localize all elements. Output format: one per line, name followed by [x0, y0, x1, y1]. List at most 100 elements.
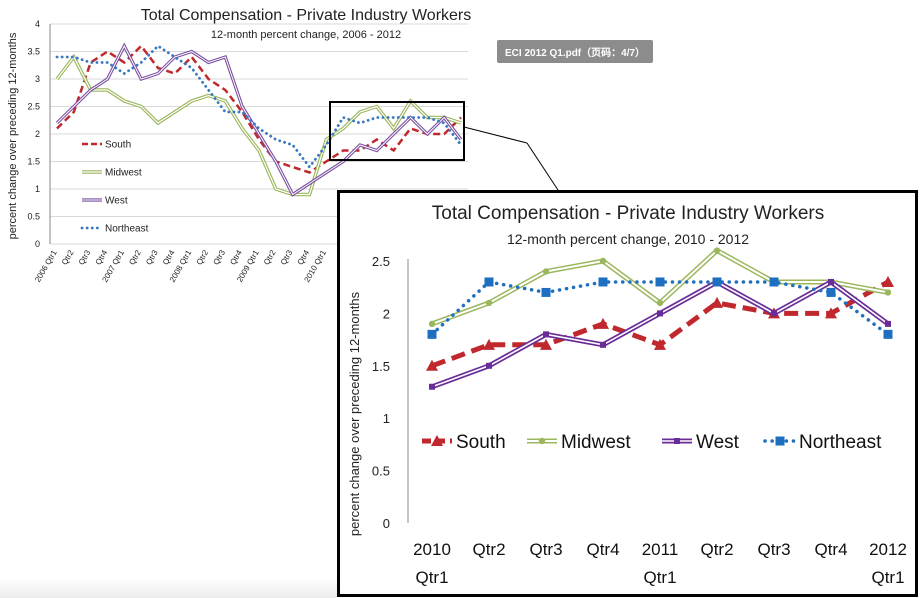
zoomed-series-northeast-point	[655, 277, 665, 287]
overview-x-tick-label: Qtr2	[60, 248, 76, 266]
zoomed-y-tick-label: 2.5	[372, 254, 390, 269]
zoomed-series-northeast-point	[541, 287, 551, 297]
zoomed-series-south-point	[882, 275, 894, 287]
overview-y-tick-label: 2	[35, 129, 40, 139]
zoom-connector-line	[463, 126, 528, 144]
zoomed-x-tick-label: Qtr2	[472, 540, 505, 559]
zoomed-series-midwest-point	[599, 257, 607, 265]
zoomed-x-tick-label: Qtr4	[814, 540, 847, 559]
zoom-connector-line	[526, 142, 559, 191]
zoomed-series-south-point	[825, 307, 837, 319]
zoomed-x-tick-label: 2012	[869, 540, 907, 559]
overview-y-tick-label: 3.5	[27, 47, 40, 57]
zoomed-series-south-point	[426, 359, 438, 371]
zoomed-x-tick-label: Qtr4	[586, 540, 619, 559]
zoomed-y-tick-label: 1	[383, 411, 390, 426]
overview-chart-y-axis-label: percent change over preceding 12-months	[7, 32, 19, 239]
zoomed-y-tick-label: 0.5	[372, 464, 390, 479]
zoomed-chart-subtitle: 12-month percent change, 2010 - 2012	[507, 231, 749, 247]
zoomed-x-tick-label: 2011	[642, 540, 679, 559]
overview-x-tick-label: 2006 Qtr1	[33, 248, 59, 284]
zoomed-series-west-point	[657, 310, 663, 317]
overview-y-tick-label: 0	[35, 239, 40, 249]
zoomed-x-tick-label: Qtr2	[700, 540, 733, 559]
zoomed-x-tick-label: Qtr1	[415, 568, 448, 587]
zoomed-series-northeast-point	[712, 277, 722, 287]
zoomed-series-midwest-point	[428, 320, 436, 328]
zoomed-series-northeast-point	[769, 277, 779, 287]
overview-x-tick-label: Qtr3	[144, 248, 160, 266]
zoomed-series-northeast-point	[598, 277, 608, 287]
zoomed-series-northeast-point	[883, 329, 893, 339]
zoomed-chart-title: Total Compensation - Private Industry Wo…	[432, 203, 824, 224]
pdf-page-label: ECI 2012 Q1.pdf（页码：4/7）	[497, 40, 654, 63]
zoomed-y-tick-label: 2	[383, 306, 390, 321]
overview-chart-subtitle: 12-month percent change, 2006 - 2012	[211, 29, 401, 41]
zoomed-series-northeast	[430, 280, 890, 337]
overview-x-tick-label: Qtr4	[161, 248, 177, 266]
zoomed-series-midwest-point	[713, 247, 721, 254]
overview-x-tick-label: Qtr4	[228, 248, 244, 266]
overview-chart-title: Total Compensation - Private Industry Wo…	[141, 7, 472, 24]
overview-y-tick-label: 1.5	[27, 157, 40, 167]
overview-x-tick-label: Qtr4	[94, 248, 110, 266]
zoomed-legend-south-marker	[431, 435, 443, 446]
zoomed-series-south-point	[483, 338, 495, 350]
overview-legend-northeast-label: Northeast	[105, 224, 149, 235]
overview-x-tick-label: Qtr2	[127, 248, 143, 266]
overview-x-tick-label: Qtr2	[195, 248, 211, 266]
overview-legend-midwest-label: Midwest	[105, 168, 142, 179]
overview-series-south	[56, 44, 462, 174]
zoomed-series-northeast-point	[427, 329, 437, 339]
zoomed-y-tick-label: 0	[383, 516, 390, 531]
zoomed-chart-y-axis-label: percent change over preceding 12-months	[347, 291, 362, 536]
zoomed-legend-midwest-marker	[538, 437, 546, 445]
overview-y-tick-label: 1	[35, 184, 40, 194]
zoom-selection-box	[329, 101, 465, 161]
zoomed-x-tick-label: 2010	[413, 540, 451, 559]
zoomed-series-west-point	[543, 331, 549, 338]
overview-legend-west-label: West	[105, 196, 128, 207]
overview-x-tick-label: Qtr3	[211, 248, 227, 266]
zoomed-series-midwest-point	[485, 299, 493, 307]
overview-series-northeast	[55, 44, 463, 170]
zoomed-series-west-point	[828, 278, 834, 285]
zoomed-series-midwest-point	[884, 289, 892, 296]
zoomed-series-south-point	[654, 338, 666, 350]
zoomed-series-midwest-point	[542, 268, 550, 275]
zoomed-series-midwest-point	[656, 299, 664, 307]
overview-x-tick-label: Qtr3	[77, 248, 93, 266]
zoomed-legend-midwest-label: Midwest	[561, 432, 631, 453]
overview-y-tick-label: 0.5	[27, 212, 40, 222]
zoomed-y-tick-label: 1.5	[372, 359, 390, 374]
zoomed-series-northeast-point	[826, 287, 836, 297]
zoomed-series-west-point	[885, 320, 891, 327]
zoomed-x-tick-label: Qtr3	[757, 540, 790, 559]
overview-y-tick-label: 2.5	[27, 102, 40, 112]
overview-legend-south-label: South	[105, 140, 131, 151]
zoomed-series-south-point	[597, 317, 609, 329]
zoomed-series-west-point	[600, 341, 606, 348]
zoomed-x-tick-label: Qtr1	[643, 568, 676, 587]
zoomed-legend-northeast-marker	[775, 436, 785, 446]
zoomed-series-northeast-point	[484, 277, 494, 287]
overview-y-tick-label: 4	[35, 19, 40, 29]
zoomed-legend-northeast-label: Northeast	[799, 432, 882, 453]
zoomed-chart: Total Compensation - Private Industry Wo…	[347, 203, 907, 587]
overview-series-west-inner	[56, 44, 462, 196]
overview-y-tick-label: 3	[35, 74, 40, 84]
zoomed-legend-south-label: South	[456, 432, 506, 453]
zoomed-series-west-point	[486, 362, 492, 369]
page-shadow	[0, 578, 337, 598]
zoomed-x-tick-label: Qtr3	[529, 540, 562, 559]
zoomed-series-south-point	[711, 296, 723, 308]
zoomed-legend-west-label: West	[696, 432, 740, 453]
overview-x-tick-label: Qtr2	[262, 248, 278, 266]
overview-x-tick-label: Qtr4	[296, 248, 312, 266]
zoomed-series-west-point	[429, 383, 435, 390]
overview-x-tick-label: Qtr3	[279, 248, 295, 266]
zoomed-series-south-point	[540, 338, 552, 350]
zoomed-legend-west-marker	[674, 438, 680, 444]
zoomed-series-west-point	[771, 310, 777, 317]
